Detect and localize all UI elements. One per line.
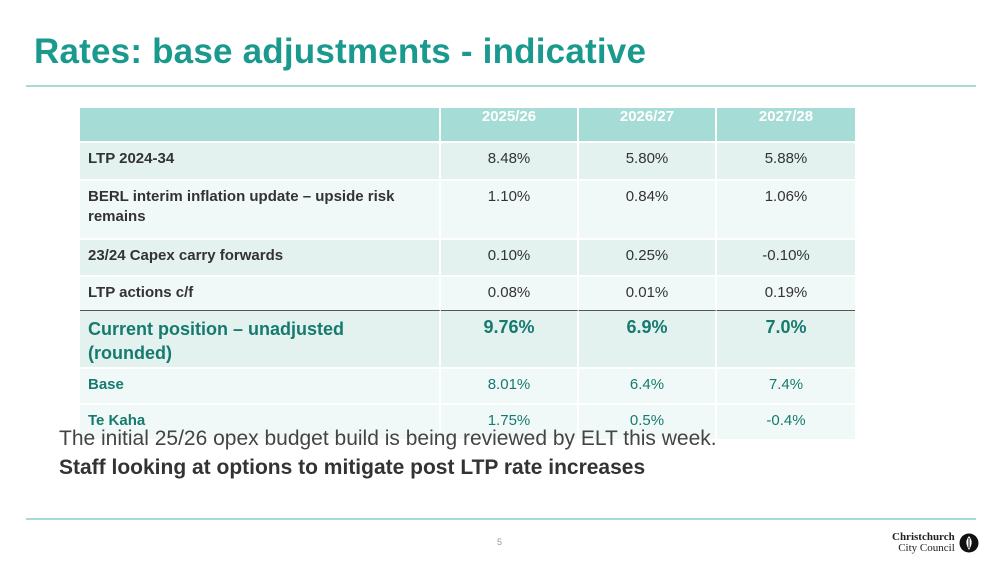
- row-label: Current position – unadjusted (rounded): [80, 311, 441, 369]
- header-2027-28: 2027/28: [717, 108, 855, 143]
- header-2026-27: 2026/27: [579, 108, 717, 143]
- row-label: 23/24 Capex carry forwards: [80, 240, 441, 277]
- page-number: 5: [497, 537, 503, 547]
- cell-value: 1.75%: [441, 405, 579, 441]
- logo-line-2: City Council: [898, 542, 955, 554]
- note-budget-review: The initial 25/26 opex budget build is b…: [59, 427, 717, 450]
- cell-value: 0.01%: [579, 277, 717, 311]
- cell-value: 5.88%: [717, 143, 855, 181]
- cell-value: 6.9%: [579, 311, 717, 369]
- cell-value: 5.80%: [579, 143, 717, 181]
- rates-adjustment-table: 2025/26 2026/27 2027/28 LTP 2024-34 8.48…: [80, 108, 855, 441]
- logo-line-1: Christchurch: [892, 531, 955, 543]
- cell-value: 7.4%: [717, 369, 855, 405]
- cell-value: 1.10%: [441, 181, 579, 240]
- slide-title: Rates: base adjustments - indicative: [34, 32, 647, 71]
- cell-value: 6.4%: [579, 369, 717, 405]
- title-divider: [26, 85, 976, 87]
- row-label: Te Kaha: [80, 405, 441, 441]
- cell-value: 0.19%: [717, 277, 855, 311]
- table-row-base: Base 8.01% 6.4% 7.4%: [80, 369, 855, 405]
- table-row: 23/24 Capex carry forwards 0.10% 0.25% -…: [80, 240, 855, 277]
- cell-value: 0.5%: [579, 405, 717, 441]
- row-label: LTP 2024-34: [80, 143, 441, 181]
- christchurch-crest-icon: [959, 533, 979, 553]
- cell-value: 8.48%: [441, 143, 579, 181]
- cell-value: 0.08%: [441, 277, 579, 311]
- header-blank: [80, 108, 441, 143]
- table-row-te-kaha: Te Kaha 1.75% 0.5% -0.4%: [80, 405, 855, 441]
- table-row: LTP actions c/f 0.08% 0.01% 0.19%: [80, 277, 855, 311]
- cell-value: 9.76%: [441, 311, 579, 369]
- row-label: Base: [80, 369, 441, 405]
- table-row: BERL interim inflation update – upside r…: [80, 181, 855, 240]
- cell-value: 1.06%: [717, 181, 855, 240]
- table-row-current-position: Current position – unadjusted (rounded) …: [80, 311, 855, 369]
- cell-value: -0.10%: [717, 240, 855, 277]
- cell-value: 0.84%: [579, 181, 717, 240]
- row-label: LTP actions c/f: [80, 277, 441, 311]
- cell-value: 0.25%: [579, 240, 717, 277]
- table-row: LTP 2024-34 8.48% 5.80% 5.88%: [80, 143, 855, 181]
- table-header-row: 2025/26 2026/27 2027/28: [80, 108, 855, 143]
- footer-divider: [26, 518, 976, 520]
- header-2025-26: 2025/26: [441, 108, 579, 143]
- cell-value: 7.0%: [717, 311, 855, 369]
- council-logo: Christchurch City Council: [892, 532, 979, 554]
- cell-value: 0.10%: [441, 240, 579, 277]
- cell-value: -0.4%: [717, 405, 855, 441]
- row-label: BERL interim inflation update – upside r…: [80, 181, 441, 240]
- note-staff-options: Staff looking at options to mitigate pos…: [59, 456, 646, 479]
- cell-value: 8.01%: [441, 369, 579, 405]
